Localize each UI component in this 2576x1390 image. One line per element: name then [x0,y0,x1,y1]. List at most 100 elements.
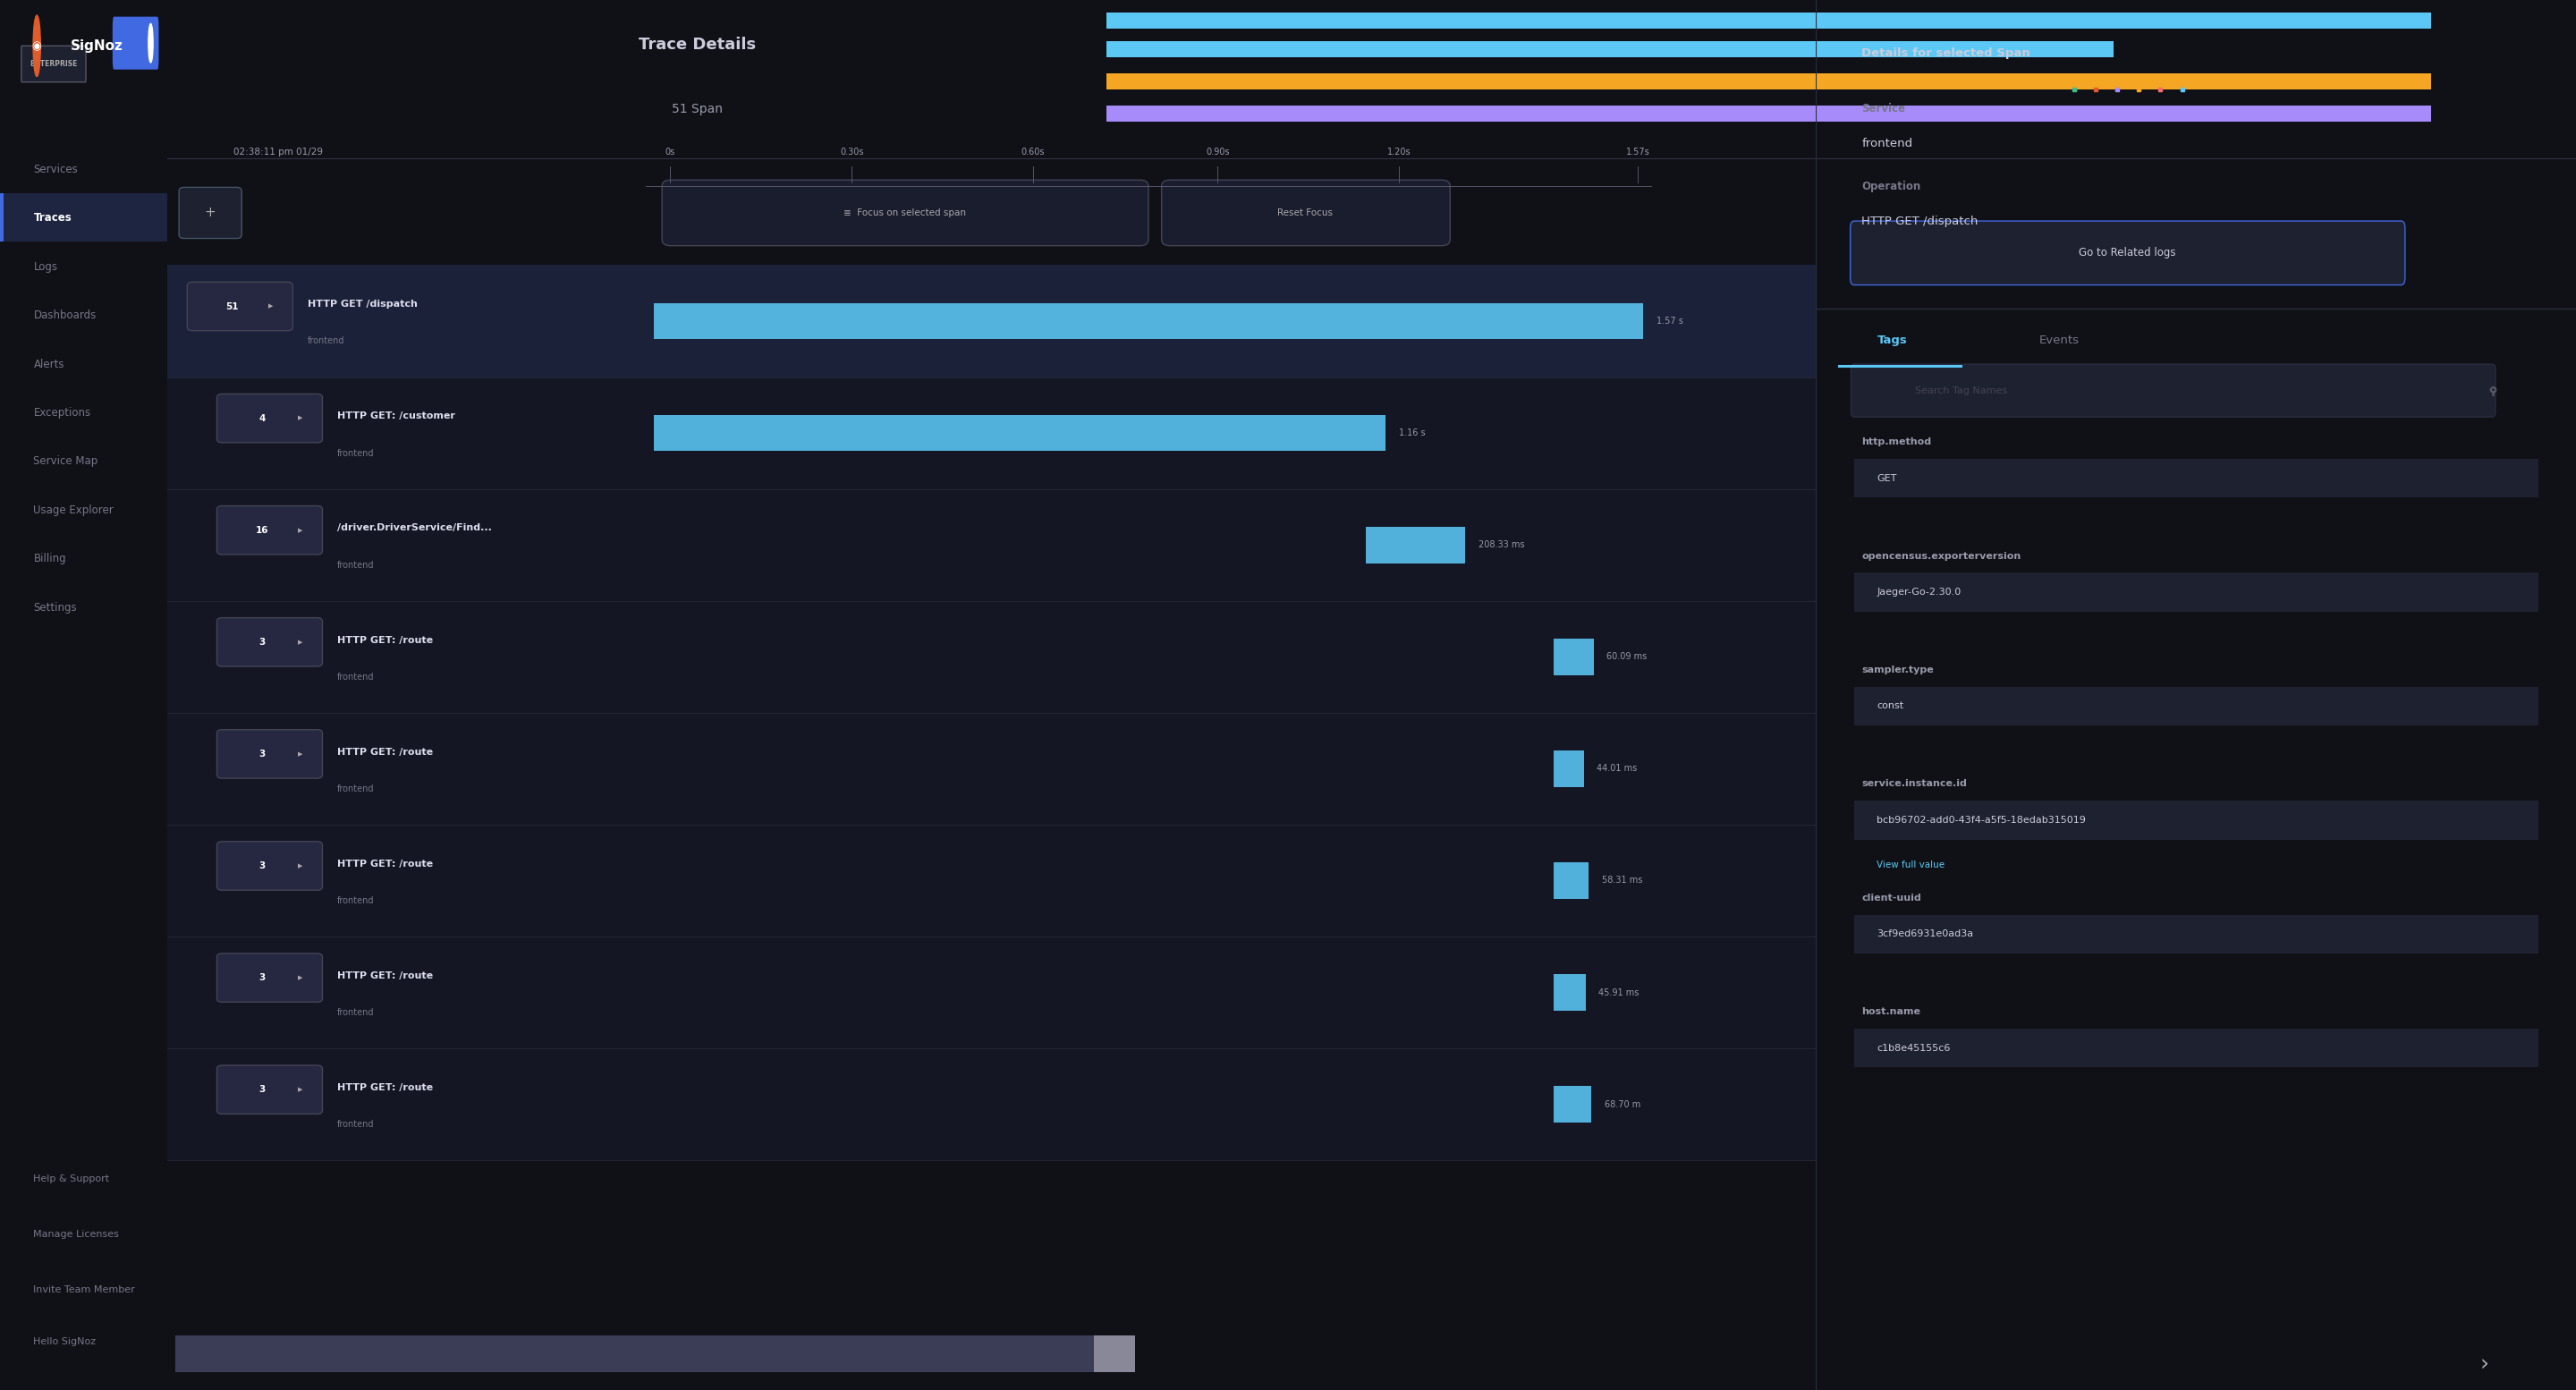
Bar [0,193,3,242]
Text: Service: Service [1862,103,1906,114]
Text: frontend: frontend [337,1120,374,1129]
Bar [167,824,1816,937]
FancyBboxPatch shape [1162,179,1450,246]
Text: HTTP GET /dispatch: HTTP GET /dispatch [1862,215,1978,227]
Text: sampler.type: sampler.type [1862,666,1935,674]
FancyBboxPatch shape [216,1065,322,1113]
Text: Settings: Settings [33,602,77,613]
FancyBboxPatch shape [216,730,322,778]
FancyBboxPatch shape [1852,364,2496,417]
Text: ▶: ▶ [299,639,301,645]
Text: bcb96702-add0-43f4-a5f5-18edab315019: bcb96702-add0-43f4-a5f5-18edab315019 [1878,816,2087,824]
Text: Alerts: Alerts [33,359,64,370]
Text: 58.31 ms: 58.31 ms [1602,876,1643,885]
Text: 16: 16 [255,525,268,535]
Text: ▶: ▶ [299,863,301,869]
Bar [167,265,1816,377]
Text: Invite Team Member: Invite Team Member [33,1286,134,1294]
Bar [175,1336,1100,1372]
FancyBboxPatch shape [662,179,1149,246]
Text: const: const [1878,702,1904,710]
Text: ▶: ▶ [268,303,273,309]
Text: ▶: ▶ [299,1087,301,1093]
Text: 1.16 s: 1.16 s [1399,428,1425,438]
Text: Logs: Logs [33,261,57,272]
Text: 02:38:11 pm 01/29: 02:38:11 pm 01/29 [234,147,322,157]
Text: Search Tag Names: Search Tag Names [1914,386,2007,395]
Text: +: + [204,206,216,220]
Bar [1855,1029,2537,1068]
Text: 3: 3 [258,862,265,870]
Text: frontend: frontend [337,673,374,681]
Text: frontend: frontend [337,560,374,570]
FancyBboxPatch shape [21,46,85,82]
Text: frontend: frontend [337,784,374,794]
Bar [1855,459,2537,498]
Text: /driver.DriverService/Find...: /driver.DriverService/Find... [337,524,492,532]
Text: 60.09 ms: 60.09 ms [1607,652,1646,662]
Text: Usage Explorer: Usage Explorer [33,505,113,516]
Text: Exceptions: Exceptions [33,407,90,418]
Text: HTTP GET: /route: HTTP GET: /route [337,748,433,756]
Bar [1108,42,2112,57]
FancyBboxPatch shape [188,282,294,331]
FancyBboxPatch shape [178,188,242,239]
Text: http.method: http.method [1862,438,1932,446]
Text: 3: 3 [258,749,265,759]
Text: ▶: ▶ [299,974,301,980]
Text: frontend: frontend [307,336,345,346]
FancyBboxPatch shape [216,841,322,890]
FancyBboxPatch shape [216,617,322,666]
Text: host.name: host.name [1862,1008,1922,1016]
Bar [1553,1086,1592,1123]
Text: Details for selected Span: Details for selected Span [1862,47,2030,58]
Text: 1.57s: 1.57s [1625,147,1651,157]
Text: Service Map: Service Map [33,456,98,467]
Bar [1553,751,1584,787]
Text: Dashboards: Dashboards [33,310,95,321]
Bar [1553,638,1595,676]
Text: ENTERPRISE: ENTERPRISE [31,60,77,68]
Bar [0,193,167,242]
Bar [167,713,1816,824]
Bar [1365,527,1466,563]
Text: client-uuid: client-uuid [1862,894,1922,902]
Text: HTTP GET: /route: HTTP GET: /route [337,1083,433,1093]
Text: ≣  Focus on selected span: ≣ Focus on selected span [842,208,966,217]
Text: SigNoz: SigNoz [70,39,124,53]
Text: Manage Licenses: Manage Licenses [33,1230,118,1238]
Bar [167,937,1816,1048]
Text: ›: › [2481,1354,2488,1376]
Text: HTTP GET: /route: HTTP GET: /route [337,972,433,980]
Bar [654,414,1386,452]
Text: 1.20s: 1.20s [1386,147,1412,157]
Text: 0.90s: 0.90s [1206,147,1229,157]
Text: frontend: frontend [337,449,374,457]
Text: 4: 4 [258,414,265,423]
Text: 45.91 ms: 45.91 ms [1600,988,1638,997]
Text: 68.70 m: 68.70 m [1605,1099,1641,1109]
Bar [1108,106,2432,121]
Bar [1855,687,2537,726]
Text: HTTP GET: /route: HTTP GET: /route [337,635,433,645]
Bar [167,377,1816,489]
Bar [1553,862,1589,899]
Text: 3cf9ed6931e0ad3a: 3cf9ed6931e0ad3a [1878,930,1973,938]
Bar [167,489,1816,600]
Text: Operation: Operation [1862,181,1922,192]
FancyBboxPatch shape [113,17,160,70]
Text: View full value: View full value [1878,860,1945,869]
Text: Billing: Billing [33,553,67,564]
FancyBboxPatch shape [216,954,322,1002]
Text: 51: 51 [227,302,240,311]
Text: 3: 3 [258,1086,265,1094]
Text: HTTP GET: /route: HTTP GET: /route [337,859,433,869]
Bar [167,1048,1816,1161]
Text: Reset Focus: Reset Focus [1278,208,1332,217]
Text: Events: Events [2040,335,2079,346]
Text: Trace Details: Trace Details [639,36,755,53]
Text: 3: 3 [258,638,265,646]
Text: 1.57 s: 1.57 s [1656,317,1682,325]
Bar [1108,13,2432,29]
FancyBboxPatch shape [1850,221,2406,285]
